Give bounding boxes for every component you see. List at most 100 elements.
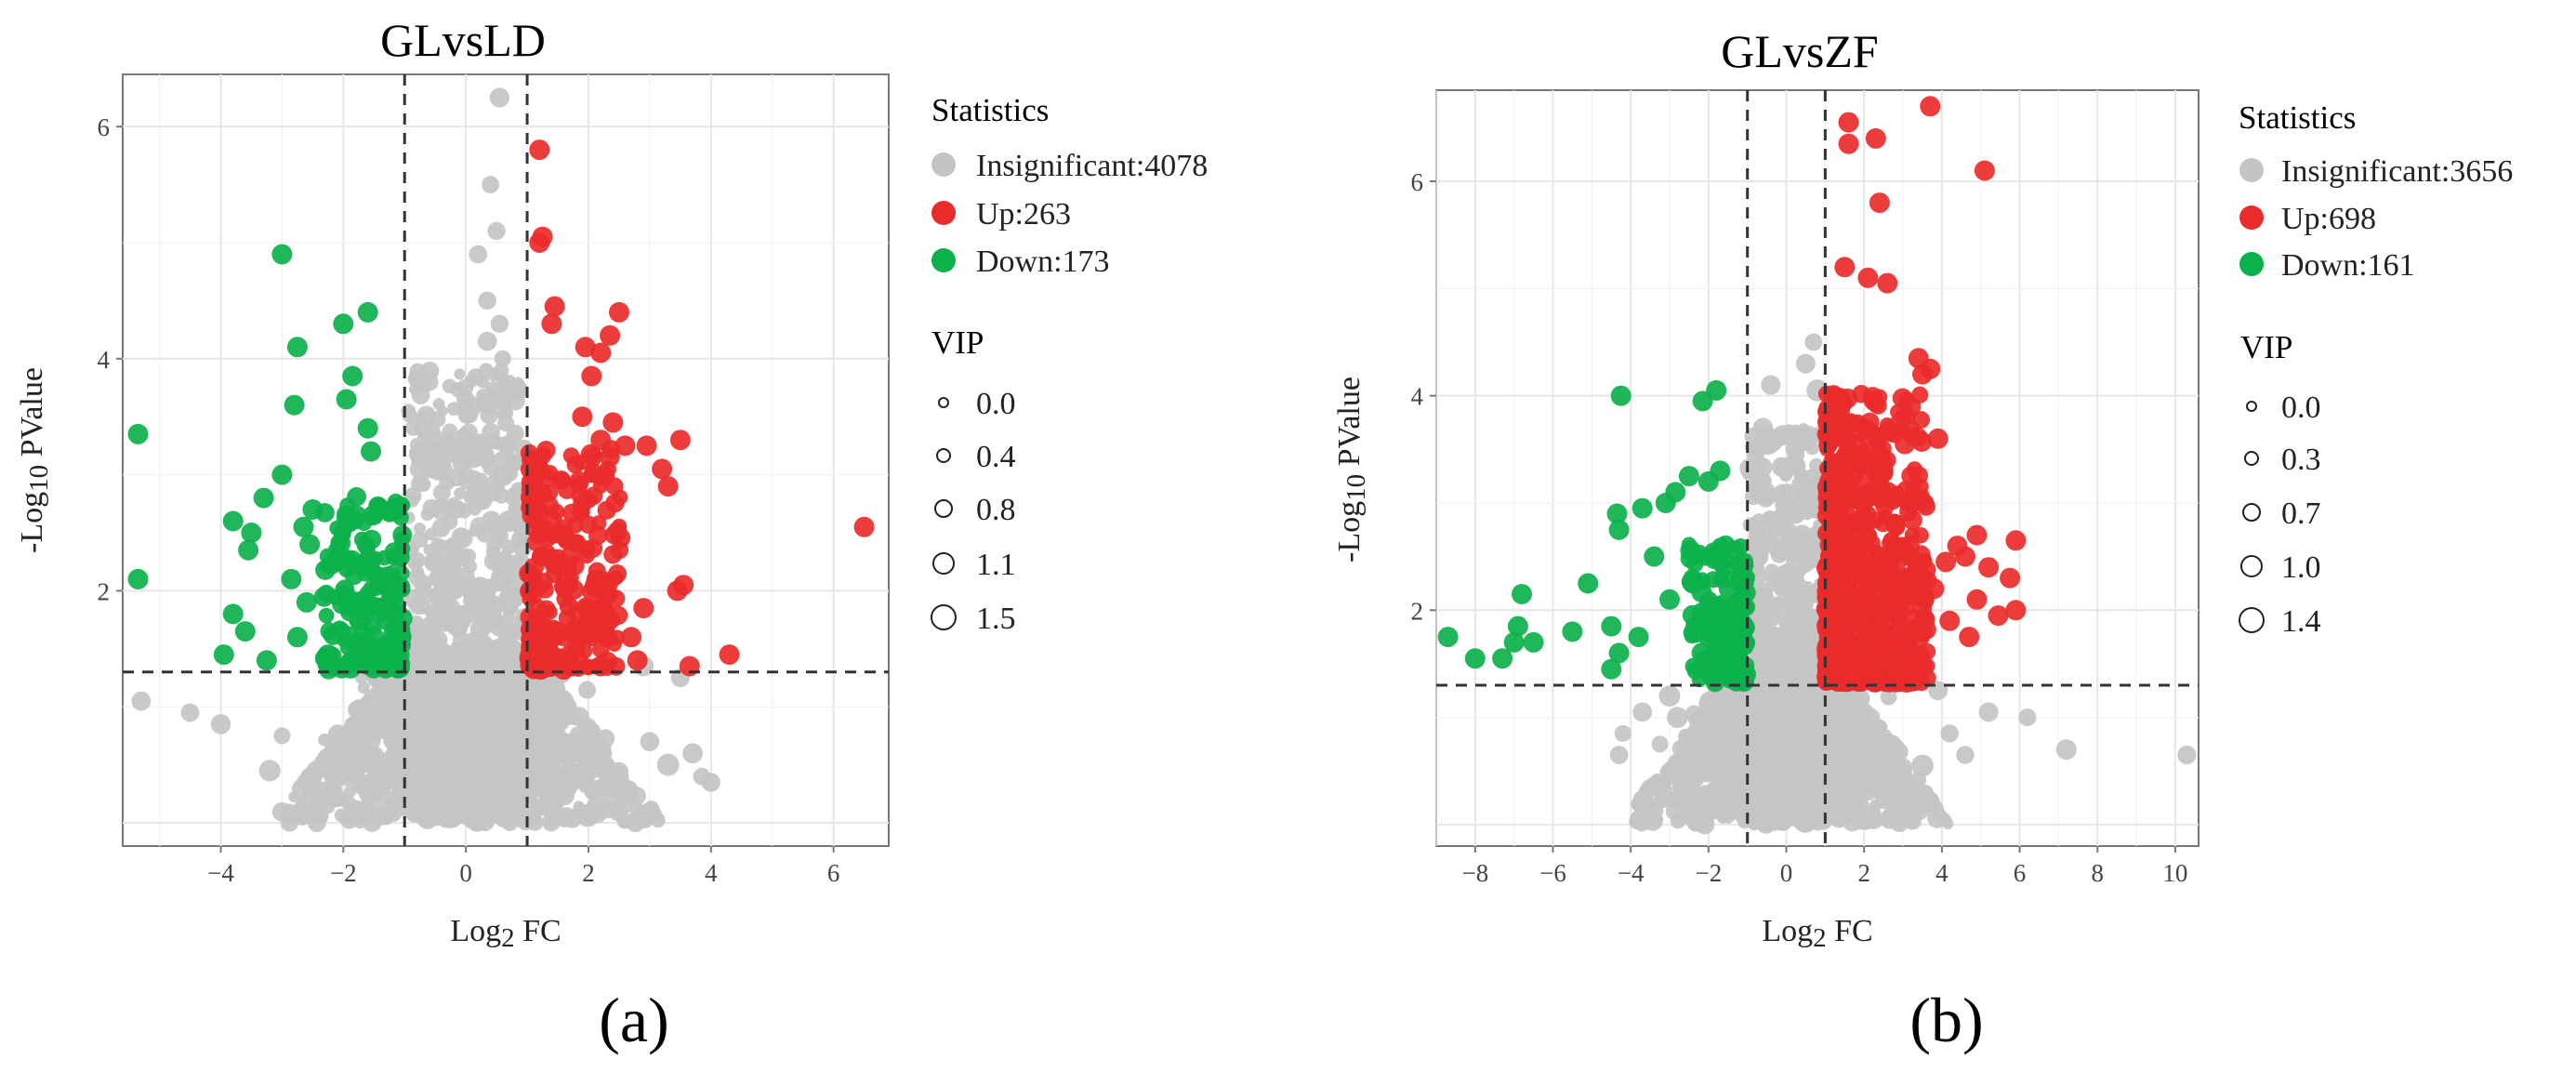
insignificant-point [454, 368, 466, 380]
insignificant-point [476, 375, 490, 389]
down-point [342, 365, 363, 387]
up-point [541, 549, 561, 568]
legend-down-label: Down:173 [976, 245, 1110, 279]
insignificant-point [366, 713, 383, 730]
insignificant-point [280, 803, 300, 824]
scatter-plot-area [122, 73, 890, 847]
down-point [333, 313, 354, 335]
insignificant-point [591, 778, 610, 798]
insignificant-point [480, 763, 493, 776]
insignificant-point [457, 406, 475, 424]
legend-up-label: Up:263 [976, 197, 1071, 232]
legend-insignificant-label: Insignificant:4078 [976, 149, 1208, 183]
down-point [253, 487, 274, 509]
insignificant-point [442, 724, 455, 737]
insignificant-point [1880, 688, 1897, 706]
insignificant-point [495, 407, 509, 421]
insignificant-point [541, 681, 557, 696]
up-point [538, 468, 558, 487]
insignificant-point [413, 800, 429, 816]
insignificant-point [469, 245, 488, 264]
insignificant-point [525, 813, 544, 831]
up-point [528, 612, 547, 630]
x-axis-label: Log2 FC [450, 914, 561, 953]
insignificant-point [414, 419, 432, 438]
down-point [238, 539, 259, 561]
insignificant-point [464, 374, 479, 389]
insignificant-point [345, 742, 362, 760]
legend-vip-title: VIP [931, 324, 984, 361]
up-point [522, 496, 543, 517]
insignificant-point [510, 745, 524, 759]
x-tick-label: 0 [459, 859, 472, 887]
chart-title: GLvsLD [380, 14, 546, 66]
insignificant-point [536, 700, 550, 714]
insignificant-point [485, 661, 497, 673]
down-point [382, 625, 403, 646]
insignificant-point [531, 691, 544, 704]
insignificant-point [593, 759, 614, 780]
up-point [669, 430, 691, 451]
legend-vip-marker [931, 604, 957, 630]
insignificant-point [416, 712, 437, 733]
x-tick-label: 6 [827, 859, 840, 887]
insignificant-point [258, 760, 281, 782]
up-point [524, 645, 544, 664]
down-point [336, 389, 357, 410]
insignificant-point [494, 751, 509, 766]
legend-up-marker [931, 201, 956, 225]
insignificant-point [427, 452, 450, 474]
up-point [522, 581, 540, 600]
insignificant-point [473, 496, 488, 511]
insignificant-point [392, 698, 411, 717]
up-point [607, 521, 627, 541]
insignificant-point [609, 766, 629, 787]
chart-title: GLvsZF [1721, 25, 1878, 77]
insignificant-point [418, 756, 430, 768]
insignificant-point [500, 380, 516, 395]
insignificant-point [408, 568, 426, 586]
insignificant-point [482, 176, 499, 194]
insignificant-point [575, 749, 595, 768]
up-point [560, 644, 581, 666]
up-point [636, 435, 657, 457]
insignificant-point [363, 746, 385, 766]
insignificant-point [482, 422, 501, 442]
up-point [600, 324, 621, 346]
up-point [572, 406, 593, 428]
up-point [605, 494, 625, 513]
down-points [127, 244, 413, 680]
down-point [293, 516, 314, 537]
down-point [281, 568, 302, 589]
legend-vip-label: 0.0 [976, 387, 1016, 421]
insignificant-point [324, 789, 344, 808]
insignificant-point [475, 523, 495, 543]
x-tick-label: −4 [207, 859, 234, 887]
insignificant-point [273, 727, 291, 745]
insignificant-point [1779, 468, 1793, 482]
legend-vip-label: 0.8 [976, 493, 1016, 527]
insignificant-point [131, 691, 152, 711]
insignificant-point [452, 801, 466, 815]
insignificant-point [383, 790, 402, 808]
down-point [127, 423, 149, 444]
insignificant-point [528, 798, 547, 816]
down-point [284, 394, 305, 416]
up-point [553, 577, 572, 596]
down-point [127, 568, 149, 589]
insignificant-point [414, 581, 432, 600]
insignificant-point [450, 450, 465, 465]
down-point [222, 603, 244, 625]
down-point [299, 534, 321, 555]
up-point [633, 598, 654, 619]
up-point [575, 337, 596, 358]
insignificant-point [701, 773, 720, 792]
insignificant-point [411, 385, 430, 404]
down-point [361, 441, 381, 462]
insignificant-point [457, 789, 473, 806]
down-point [341, 654, 360, 671]
down-point [366, 564, 385, 584]
up-point [602, 412, 624, 433]
insignificant-point [459, 758, 480, 778]
insignificant-point [459, 423, 478, 442]
